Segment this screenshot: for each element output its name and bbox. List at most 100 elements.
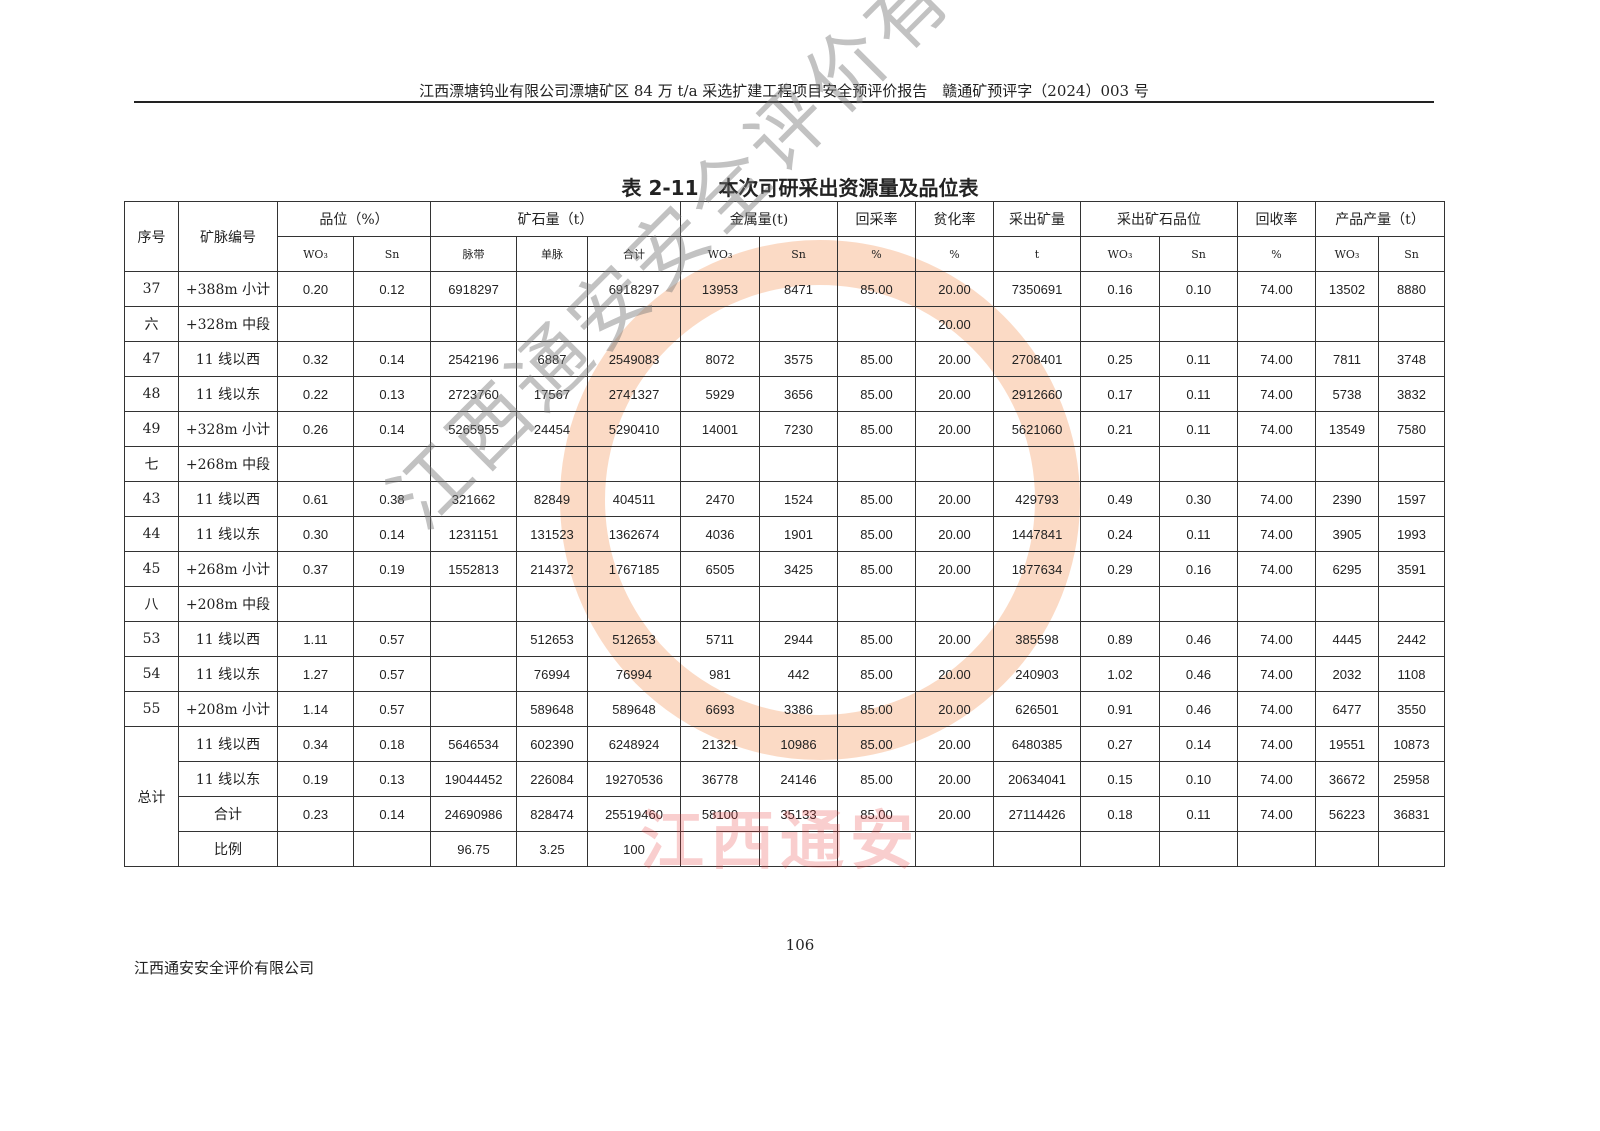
table-cell: 20.00: [915, 656, 994, 692]
table-cell: 0.11: [1159, 376, 1238, 412]
table-cell: 2912660: [993, 376, 1081, 412]
table-cell: 20.00: [915, 551, 994, 587]
table-cell: 2390: [1315, 481, 1379, 517]
table-cell: 5929: [680, 376, 760, 412]
table-cell: 0.16: [1159, 551, 1238, 587]
table-cell: [1080, 306, 1160, 342]
table-cell: 2549083: [587, 341, 681, 377]
table-cell: 20.00: [915, 761, 994, 797]
table-cell: [430, 446, 517, 482]
table-cell: 1.14: [277, 691, 354, 727]
table-title: 表 2-11 本次可研采出资源量及品位表: [621, 176, 979, 200]
table-cell: 48: [124, 376, 179, 412]
table-cell: 3832: [1377, 376, 1446, 412]
table-row: 54 11 线以东 1.27 0.57 76994 76994 981 442 85.00 20.…: [124, 656, 1446, 692]
table-cell: 74.00: [1237, 726, 1316, 762]
table-cell: 226084: [516, 761, 588, 797]
header-row-1: 序号 矿脉编号 品位（%） 矿石量（t） 金属量(t) 回采率 贫化率 采出矿量…: [124, 201, 1446, 272]
table-cell: 981: [680, 656, 760, 692]
table-cell: 3550: [1377, 691, 1446, 727]
table-cell: 7580: [1377, 411, 1446, 447]
total-row: 总计 11 线以西 0.34 0.18 5646534 602390 6248924 2132…: [124, 726, 1446, 867]
table-cell: 0.14: [1159, 726, 1238, 762]
table-cell: 321662: [430, 481, 517, 517]
table-cell: [353, 586, 431, 622]
col-recovery: 回收率: [1237, 201, 1316, 237]
table-cell: 0.26: [277, 411, 354, 447]
table-cell: 20634041: [993, 761, 1081, 797]
col-seq: 序号: [124, 201, 179, 272]
table-cell: 37: [124, 271, 179, 307]
table-cell: 85.00: [837, 271, 916, 307]
total-row: 11 线以东 0.19 0.13 19044452 226084 19270536 3677…: [125, 761, 1446, 797]
table-cell: 13502: [1315, 271, 1379, 307]
table-cell: 85.00: [837, 656, 916, 692]
table-cell: [915, 831, 994, 867]
table-cell: 2442: [1377, 621, 1446, 657]
table-cell: 1.02: [1080, 656, 1160, 692]
table-cell: 589648: [516, 691, 588, 727]
table-cell: 6887: [516, 341, 588, 377]
table-cell: [759, 586, 838, 622]
table-row: 53 11 线以西 1.11 0.57 512653 512653 5711 2944 85.0…: [124, 621, 1446, 657]
table-cell: 0.14: [353, 516, 431, 552]
table-cell: 74.00: [1237, 481, 1316, 517]
table-cell: 8880: [1377, 271, 1446, 307]
table-cell: 85.00: [837, 691, 916, 727]
table-cell: 0.57: [353, 691, 431, 727]
table-row: 44 11 线以东 0.30 0.14 1231151 131523 1362674 4036…: [124, 516, 1446, 552]
table-cell: [1080, 831, 1160, 867]
table-row: 八 +208m 中段: [124, 586, 1446, 622]
table-cell: [353, 831, 431, 867]
table-cell: 0.11: [1159, 411, 1238, 447]
table-cell: 1.27: [277, 656, 354, 692]
table-cell: +208m 中段: [178, 586, 278, 622]
table-cell: 85.00: [837, 761, 916, 797]
table-cell: 76994: [587, 656, 681, 692]
table-cell: 20.00: [915, 621, 994, 657]
subheader-cell: %: [837, 236, 916, 272]
table-cell: 11 线以西: [178, 726, 278, 762]
table-row: 49 +328m 小计 0.26 0.14 5265955 24454 5290410 140…: [124, 411, 1446, 447]
subheader-cell: 脉带: [430, 236, 517, 272]
table-cell: 0.10: [1159, 761, 1238, 797]
subheader-cell: Sn: [1159, 236, 1238, 272]
table-cell: [837, 306, 916, 342]
table-cell: +268m 小计: [178, 551, 278, 587]
table-cell: [430, 621, 517, 657]
table-cell: 0.22: [277, 376, 354, 412]
table-cell: 0.16: [1080, 271, 1160, 307]
table-cell: [680, 446, 760, 482]
table-cell: 七: [124, 446, 179, 482]
table-cell: 82849: [516, 481, 588, 517]
table-cell: 74.00: [1237, 796, 1316, 832]
table-cell: 0.37: [277, 551, 354, 587]
table-cell: 0.14: [353, 341, 431, 377]
table-cell: 5711: [680, 621, 760, 657]
table-cell: 6295: [1315, 551, 1379, 587]
table-cell: 85.00: [837, 551, 916, 587]
table-cell: 1447841: [993, 516, 1081, 552]
table-cell: 0.11: [1159, 796, 1238, 832]
table-cell: 0.57: [353, 656, 431, 692]
table-cell: [1377, 586, 1446, 622]
col-recovery-mining: 回采率: [837, 201, 916, 237]
table-cell: 8471: [759, 271, 838, 307]
table-cell: 六: [124, 306, 179, 342]
table-cell: 5621060: [993, 411, 1081, 447]
table-cell: 49: [124, 411, 179, 447]
table-cell: [1159, 446, 1238, 482]
table-cell: 429793: [993, 481, 1081, 517]
table-row: 47 11 线以西 0.32 0.14 2542196 6887 2549083 8072 35…: [124, 341, 1446, 377]
table-cell: 74.00: [1237, 761, 1316, 797]
table-cell: 602390: [516, 726, 588, 762]
table-cell: 5290410: [587, 411, 681, 447]
table-cell: 19270536: [587, 761, 681, 797]
table-cell: 11 线以西: [178, 621, 278, 657]
table-cell: 35133: [759, 796, 838, 832]
table-row: 六 +328m 中段 20.00: [124, 306, 1446, 342]
subheader-cell: WO₃: [277, 236, 354, 272]
table-cell: 10986: [759, 726, 838, 762]
table-cell: 0.32: [277, 341, 354, 377]
table-cell: 0.34: [277, 726, 354, 762]
